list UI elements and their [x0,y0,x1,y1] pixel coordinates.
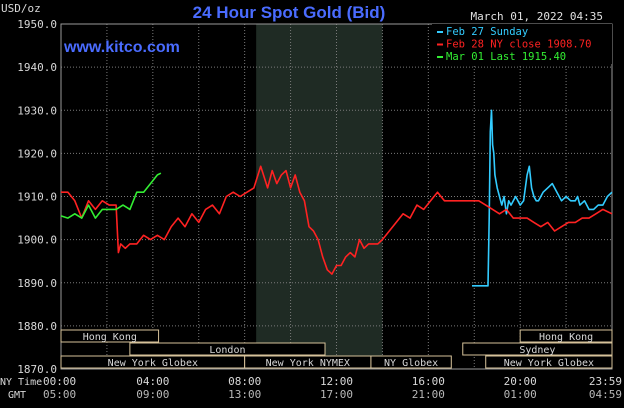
x-tick-label-gmt: 13:00 [228,388,261,401]
session-label: London [209,345,245,356]
chart-title: 24 Hour Spot Gold (Bid) [193,3,386,22]
y-tick-label: 1890.0 [17,277,57,290]
session-box [519,329,613,343]
session-box [129,342,326,356]
x-tick-label-ny: 08:00 [228,375,261,388]
legend-entry: Feb 28 NY close 1908.70 [446,39,591,51]
x-tick-label-gmt: 17:00 [320,388,353,401]
y-tick-label: 1920.0 [17,147,57,160]
session-label: NY Globex [384,358,438,369]
legend-entry: Feb 27 Sunday [446,26,528,38]
session-london: London [129,342,326,356]
series-line-feb-28-ny-close-1908-70 [61,165,613,275]
y-tick-label: 1870.0 [17,363,57,376]
session-box [370,355,452,369]
x-tick-label-gmt: 21:00 [412,388,445,401]
y-axis-ticks: 1870.0 1880.0 1890.0 1900.0 1910.0 1920.0 1930… [17,18,57,376]
session-box [60,329,160,343]
session-box [485,355,613,369]
session-new-york-globex: New York Globex [485,355,613,369]
session-ny-globex: NY Globex [370,355,452,369]
session-new-york-nymex: New York NYMEX [244,355,372,369]
grid-lines [60,23,613,370]
session-label: New York NYMEX [266,358,350,369]
session-label: New York Globex [108,358,198,369]
x-tick-label-ny: 23:59 [589,375,622,388]
x-tick-label-gmt: 04:59 [589,388,622,401]
legend-entry: Mar 01 Last 1915.40 [446,51,566,63]
session-label: Hong Kong [539,332,593,343]
session-label: New York Globex [504,358,594,369]
x-tick-label-ny: 12:00 [320,375,353,388]
session-new-york-globex: New York Globex [60,355,246,369]
series-line-mar-01-last-1915-40 [60,172,162,219]
trading-sessions: Hong Kong Hong Kong London Sydney New York G… [60,329,613,369]
x-tick-label-gmt: 01:00 [504,388,537,401]
plot-border [60,23,613,370]
ny-time-label: NY Time [0,377,42,388]
x-tick-label-ny: 00:00 [43,375,76,388]
x-tick-label-gmt: 05:00 [43,388,76,401]
y-tick-label: 1900.0 [17,234,57,247]
session-hong-kong: Hong Kong [519,329,613,343]
y-tick-label: 1880.0 [17,320,57,333]
series-line-feb-27-sunday [472,109,613,287]
kitco-watermark: www.kitco.com [63,39,180,56]
session-sydney: Sydney [462,342,613,356]
price-series [60,109,613,287]
legend-box [432,24,612,64]
x-tick-label-ny: 16:00 [412,375,445,388]
session-hong-kong: Hong Kong [60,329,160,343]
y-tick-label: 1930.0 [17,104,57,117]
x-tick-label-ny: 04:00 [136,375,169,388]
x-tick-label-gmt: 09:00 [136,388,169,401]
gmt-label: GMT [8,390,26,401]
y-axis-units: USD/oz [1,2,41,15]
y-tick-label: 1950.0 [17,18,57,31]
y-tick-label: 1910.0 [17,191,57,204]
timestamp: March 01, 2022 04:35 [471,10,603,23]
x-tick-label-ny: 20:00 [504,375,537,388]
session-label: Sydney [519,345,555,356]
session-box [462,342,613,356]
session-label: Hong Kong [83,332,137,343]
y-tick-label: 1940.0 [17,61,57,74]
